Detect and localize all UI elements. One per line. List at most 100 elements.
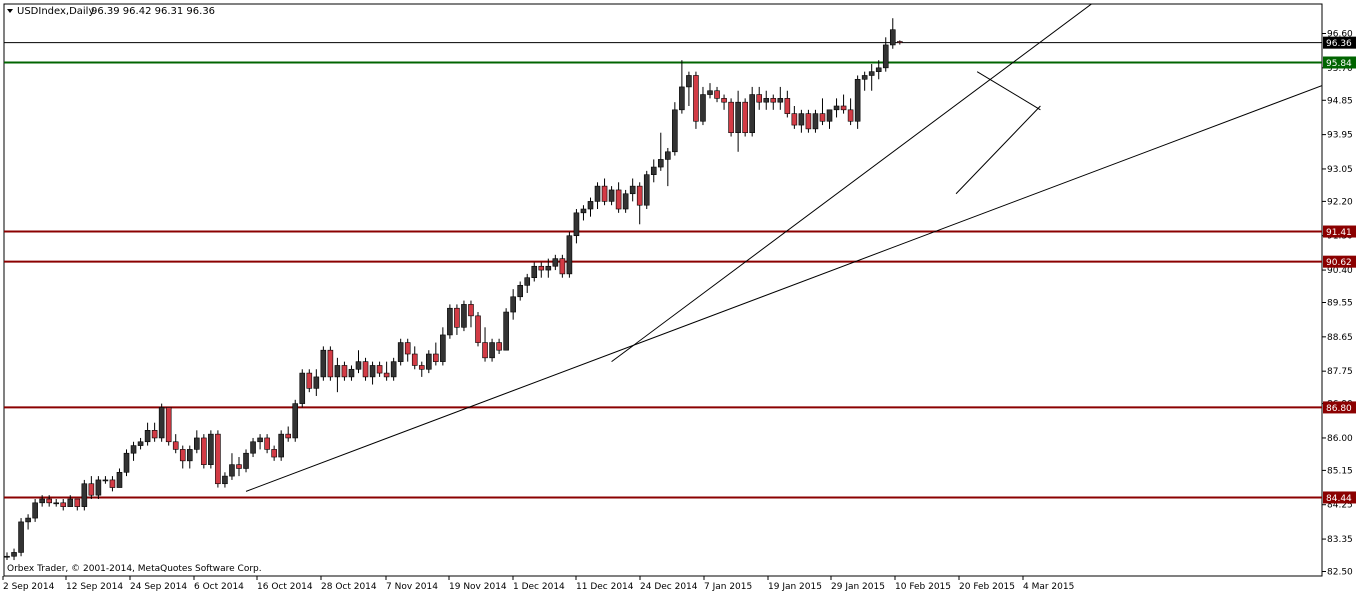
candle-body-39 xyxy=(278,433,284,458)
candle-body-42 xyxy=(299,372,306,404)
candle-body-66 xyxy=(468,304,474,317)
trendline-1 xyxy=(611,4,1093,363)
candle-body-33 xyxy=(236,464,242,469)
candle-body-9 xyxy=(67,498,74,507)
trendlines xyxy=(245,4,1322,492)
candle-body-24 xyxy=(172,441,179,450)
x-tick-label-8: 1 Dec 2014 xyxy=(513,582,565,592)
x-tick-label-3: 6 Oct 2014 xyxy=(194,582,244,592)
y-tick-label-1: 95.70 xyxy=(1327,64,1353,74)
candle-body-70 xyxy=(496,342,502,351)
candle-body-84 xyxy=(594,185,601,202)
candle-body-22 xyxy=(158,407,165,439)
candle-body-98 xyxy=(693,75,699,122)
candle-body-79 xyxy=(559,258,566,275)
candle-body-52 xyxy=(369,365,376,378)
candle-body-7 xyxy=(53,502,60,505)
candle-body-19 xyxy=(137,441,144,446)
candle-body-37 xyxy=(264,437,270,450)
candle-body-90 xyxy=(636,185,643,206)
candle-body-101 xyxy=(714,90,720,99)
candle-body-83 xyxy=(587,201,594,210)
candle-body-53 xyxy=(376,365,383,374)
x-tick-label-7: 19 Nov 2014 xyxy=(449,582,507,592)
candle-body-71 xyxy=(503,311,509,351)
candle-body-87 xyxy=(615,189,622,210)
candle-body-69 xyxy=(489,342,495,359)
candle-body-113 xyxy=(798,113,805,126)
candle-body-3 xyxy=(25,517,31,523)
candle-body-12 xyxy=(88,483,95,496)
x-tick-label-12: 19 Jan 2015 xyxy=(768,582,822,592)
candle-body-47 xyxy=(334,365,341,378)
trendline-0 xyxy=(245,85,1322,492)
x-tick-label-0: 2 Sep 2014 xyxy=(3,582,55,592)
candle-body-0 xyxy=(4,555,10,558)
candle-body-59 xyxy=(418,365,425,370)
candle-body-106 xyxy=(749,94,755,134)
candle-body-103 xyxy=(728,101,734,134)
candle-body-68 xyxy=(482,342,488,359)
candles xyxy=(4,18,903,561)
candle-body-78 xyxy=(552,258,559,267)
candle-body-108 xyxy=(763,98,770,103)
candle-body-57 xyxy=(404,342,411,355)
candle-body-13 xyxy=(95,479,102,496)
candle-body-30 xyxy=(215,433,221,485)
candle-body-6 xyxy=(46,498,52,504)
level-tag-1-label: 91.41 xyxy=(1326,228,1352,238)
current-price-tag-label: 96.36 xyxy=(1326,39,1352,49)
candle-body-56 xyxy=(397,342,404,362)
level-tag-3-label: 86.80 xyxy=(1326,404,1352,414)
candle-body-107 xyxy=(756,94,763,103)
candle-body-35 xyxy=(250,441,256,454)
chart-menu-icon[interactable] xyxy=(7,9,13,13)
candle-body-89 xyxy=(629,185,636,195)
candle-body-115 xyxy=(812,113,819,130)
level-tag-2-label: 90.62 xyxy=(1326,258,1352,268)
candle-body-116 xyxy=(819,113,826,122)
y-tick-label-5: 92.20 xyxy=(1327,197,1353,207)
candle-body-100 xyxy=(707,90,713,95)
candle-body-49 xyxy=(348,368,355,378)
candle-body-81 xyxy=(573,212,580,237)
candle-body-62 xyxy=(440,334,446,362)
candle-body-91 xyxy=(643,174,650,206)
y-tick-label-14: 84.25 xyxy=(1327,501,1353,511)
candle-body-55 xyxy=(390,361,397,378)
candle-body-105 xyxy=(742,101,748,134)
candle-body-96 xyxy=(679,86,685,111)
x-tick-label-6: 7 Nov 2014 xyxy=(386,582,438,592)
y-tick-label-7: 90.40 xyxy=(1327,266,1353,276)
x-tick-label-5: 28 Oct 2014 xyxy=(321,582,377,592)
candle-body-45 xyxy=(320,349,327,378)
candle-body-60 xyxy=(425,353,432,370)
y-tick-label-12: 86.00 xyxy=(1327,434,1353,444)
candle-body-73 xyxy=(517,285,523,298)
level-tag-4-label: 84.44 xyxy=(1326,494,1352,504)
candle-body-23 xyxy=(165,407,172,443)
candle-body-120 xyxy=(847,109,854,122)
x-tick-label-1: 12 Sep 2014 xyxy=(66,582,123,592)
candle-body-36 xyxy=(257,437,263,443)
candle-body-127 xyxy=(897,41,903,43)
candle-body-102 xyxy=(721,98,727,103)
candle-body-38 xyxy=(271,449,277,458)
candle-body-48 xyxy=(341,365,348,378)
y-tick-label-9: 88.65 xyxy=(1327,333,1353,343)
candle-body-82 xyxy=(580,208,587,214)
candle-body-5 xyxy=(39,498,45,504)
y-tick-label-8: 89.55 xyxy=(1327,299,1353,309)
candle-body-58 xyxy=(411,353,418,366)
candle-body-123 xyxy=(868,71,875,76)
candle-body-124 xyxy=(875,67,882,72)
x-tick-label-13: 29 Jan 2015 xyxy=(831,582,885,592)
candle-body-2 xyxy=(18,521,24,553)
level-tag-1-bg xyxy=(1323,225,1356,238)
x-tick-label-4: 16 Oct 2014 xyxy=(257,582,313,592)
candle-body-121 xyxy=(854,78,861,122)
candle-body-104 xyxy=(735,101,741,134)
candle-body-54 xyxy=(383,372,390,378)
candle-body-119 xyxy=(840,105,847,111)
